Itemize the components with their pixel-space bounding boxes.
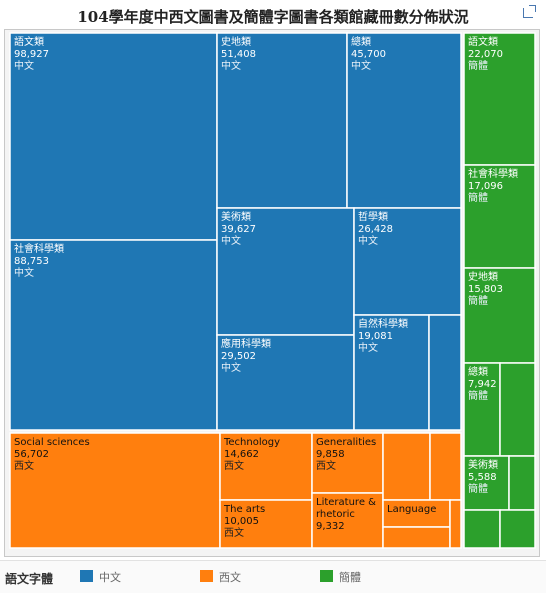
treemap-value: 9,858 <box>316 449 345 460</box>
treemap-label: 語文類 <box>468 35 498 48</box>
treemap-value: 22,070 <box>468 49 503 60</box>
treemap-label: 史地類 <box>221 35 251 48</box>
treemap-label: 史地類 <box>468 270 498 283</box>
treemap-cell-g2-5[interactable] <box>463 455 510 511</box>
treemap-frame: 語文類 98,927 中文 社會科學類 88,753 中文 史地類 51,408 中文 總類 45,… <box>4 29 540 557</box>
treemap-value: 10,005 <box>224 516 259 527</box>
treemap-label: 哲學類 <box>358 210 388 223</box>
treemap-value: 17,096 <box>468 181 503 192</box>
treemap-cell-g2-3[interactable] <box>463 362 501 457</box>
treemap-chart: 語文類98,927中文社會科學類88,753中文史地類51,408中文總類45,… <box>9 32 536 549</box>
legend-label: 中文 <box>99 571 121 584</box>
treemap-cell-g0-3[interactable] <box>346 32 462 209</box>
treemap-label: 美術類 <box>468 458 498 471</box>
treemap-value: 45,700 <box>351 49 386 60</box>
treemap-label: 總類 <box>351 35 371 48</box>
treemap-cell-g0-5[interactable] <box>216 334 355 431</box>
treemap-cell-g1-3[interactable] <box>311 432 384 494</box>
legend-swatch <box>320 570 333 582</box>
treemap-label: 自然科學類 <box>358 317 408 330</box>
treemap-cell-g2-7[interactable] <box>463 509 501 549</box>
treemap-group-label: 西文 <box>224 459 244 472</box>
treemap-group-label: 簡體 <box>468 294 488 307</box>
treemap-cell-g1-8[interactable] <box>382 526 451 549</box>
treemap-label: 社會科學類 <box>468 167 518 180</box>
treemap-group-label: 簡體 <box>468 191 488 204</box>
popout-icon[interactable] <box>523 5 536 18</box>
legend-swatch <box>200 570 213 582</box>
treemap-cell-g0-4[interactable] <box>216 207 355 336</box>
treemap-label: 美術類 <box>221 210 251 223</box>
treemap-group-label: 中文 <box>358 341 378 354</box>
treemap-value: 7,942 <box>468 379 497 390</box>
treemap-cell-g1-6[interactable] <box>429 432 462 501</box>
treemap-group-label: 西文 <box>224 526 244 539</box>
treemap-group-label: 中文 <box>221 234 241 247</box>
treemap-value: 56,702 <box>14 449 49 460</box>
chart-title: 104學年度中西文圖書及簡體字圖書各類館藏冊數分佈狀況 <box>77 8 469 26</box>
treemap-cell-g0-2[interactable] <box>216 32 348 209</box>
treemap-group-label: 中文 <box>351 59 371 72</box>
treemap-cell-g2-6[interactable] <box>508 455 536 511</box>
treemap-cell-g0-1[interactable] <box>9 239 218 431</box>
treemap-cell-g1-0[interactable] <box>9 432 221 549</box>
treemap-group-label: 簡體 <box>468 482 488 495</box>
treemap-group-label: 簡體 <box>468 389 488 402</box>
treemap-cell-g1-7[interactable] <box>382 499 451 528</box>
treemap-cell-g0-7[interactable] <box>353 314 430 431</box>
treemap-label: 社會科學類 <box>14 242 64 255</box>
treemap-cell-g2-4[interactable] <box>499 362 536 457</box>
treemap-group-label: 中文 <box>14 59 34 72</box>
legend-swatch <box>80 570 93 582</box>
treemap-cell-g0-8[interactable] <box>428 314 462 431</box>
treemap-label: Generalities <box>316 437 376 448</box>
treemap-value: 88,753 <box>14 256 49 267</box>
treemap-label: Social sciences <box>14 437 90 448</box>
treemap-value: 26,428 <box>358 224 393 235</box>
legend-label: 西文 <box>219 571 241 584</box>
treemap-value: 39,627 <box>221 224 256 235</box>
treemap-value: 51,408 <box>221 49 256 60</box>
treemap-group-label: 中文 <box>221 361 241 374</box>
treemap-group-label: 中文 <box>358 234 378 247</box>
treemap-value: 5,588 <box>468 472 497 483</box>
treemap-label: The arts <box>223 504 265 515</box>
treemap-label: Literature & <box>316 497 376 508</box>
treemap-cell-g2-8[interactable] <box>499 509 536 549</box>
treemap-group-label: 中文 <box>221 59 241 72</box>
treemap-group-label: 簡體 <box>468 59 488 72</box>
treemap-cell-g2-1[interactable] <box>463 164 536 269</box>
treemap-cell-g1-9[interactable] <box>449 499 462 549</box>
treemap-label: 語文類 <box>14 35 44 48</box>
treemap-label: 應用科學類 <box>221 337 271 350</box>
treemap-group-label: 中文 <box>14 266 34 279</box>
treemap-value: 98,927 <box>14 49 49 60</box>
treemap-cell-g1-5[interactable] <box>382 432 431 501</box>
treemap-cell-g1-1[interactable] <box>219 432 313 501</box>
treemap-value: 15,803 <box>468 284 503 295</box>
legend-title: 語文字體 <box>5 572 54 586</box>
treemap-value: 14,662 <box>224 449 259 460</box>
treemap-value: 19,081 <box>358 331 393 342</box>
treemap-label: 總類 <box>468 365 488 378</box>
treemap-label: rhetoric <box>316 509 355 520</box>
treemap-value: 9,332 <box>316 521 345 532</box>
legend: 語文字體 中文 西文 簡體 <box>0 560 546 593</box>
legend-label: 簡體 <box>339 571 361 584</box>
treemap-group-label: 西文 <box>14 459 34 472</box>
treemap-cell-g0-0[interactable] <box>9 32 218 241</box>
treemap-group-label: 西文 <box>316 459 336 472</box>
treemap-label: Technology <box>223 437 280 448</box>
treemap-cell-g1-2[interactable] <box>219 499 313 549</box>
treemap-value: 29,502 <box>221 351 256 362</box>
treemap-label: Language <box>387 504 436 515</box>
